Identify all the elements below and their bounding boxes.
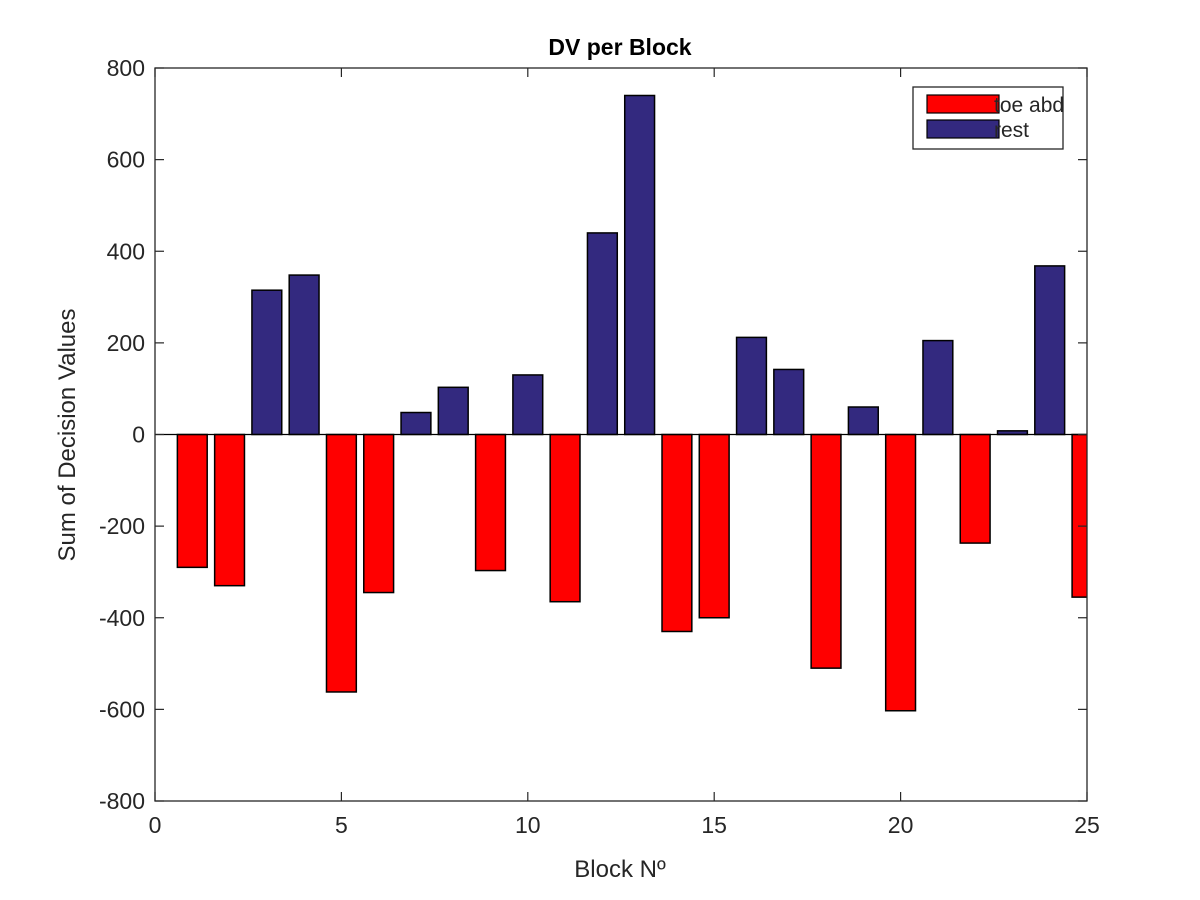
y-tick-label-0: 0 [132, 422, 145, 448]
bar-rest-block-4 [288, 274, 320, 436]
bar-toe-abd-block-2 [213, 433, 246, 587]
bar-rest-block-17 [773, 368, 805, 436]
x-tick-label-15: 15 [701, 812, 727, 838]
y-tick-label--200: -200 [99, 513, 145, 539]
y-tick-label--800: -800 [99, 788, 145, 814]
bar-toe-abd-block-25 [1071, 433, 1087, 598]
y-tick-label-400: 400 [107, 238, 145, 264]
bars-group [176, 94, 1087, 712]
bar-rest-block-16 [735, 336, 768, 436]
bar-rest-block-10 [512, 374, 544, 436]
chart-title: DV per Block [548, 34, 691, 60]
bar-toe-abd-block-15 [698, 433, 730, 619]
legend-swatch-toe-abd [926, 94, 1000, 114]
bar-rest-block-13 [623, 94, 656, 436]
bar-toe-abd-block-20 [884, 433, 917, 712]
x-tick-label-5: 5 [335, 812, 348, 838]
legend-label-toe-abd: toe abd [994, 94, 1064, 117]
y-tick-label-800: 800 [107, 55, 145, 81]
x-tick-label-25: 25 [1074, 812, 1100, 838]
bar-toe-abd-block-14 [661, 433, 693, 633]
bar-toe-abd-block-1 [176, 433, 208, 569]
bar-toe-abd-block-5 [325, 433, 358, 693]
legend-swatch-rest [926, 119, 1000, 139]
bar-rest-block-21 [922, 339, 954, 436]
x-tick-label-20: 20 [888, 812, 914, 838]
plot-area: 0 5 10 15 20 25 -800 -600 -400 -200 0 200 400 600 800 t… [99, 55, 1100, 838]
bar-rest-block-7 [400, 411, 432, 436]
y-tick-label-200: 200 [107, 330, 145, 356]
bar-rest-block-24 [1034, 265, 1066, 436]
bar-rest-block-12 [586, 232, 619, 436]
x-axis-label: Block Nº [574, 856, 666, 883]
bar-rest-block-8 [437, 386, 469, 436]
bar-toe-abd-block-18 [810, 433, 842, 669]
bar-toe-abd-block-9 [474, 433, 507, 572]
x-tick-label-0: 0 [149, 812, 162, 838]
y-tick-label--600: -600 [99, 696, 145, 722]
x-tick-label-10: 10 [515, 812, 541, 838]
legend-label-rest: rest [994, 119, 1029, 142]
bar-toe-abd-block-6 [363, 433, 395, 594]
y-tick-label--400: -400 [99, 605, 145, 631]
bar-toe-abd-block-11 [549, 433, 581, 603]
bar-rest-block-3 [251, 289, 283, 436]
bar-toe-abd-block-22 [959, 433, 991, 544]
bar-rest-block-19 [847, 406, 879, 436]
y-tick-label-600: 600 [107, 147, 145, 173]
y-axis-label: Sum of Decision Values [54, 308, 81, 561]
